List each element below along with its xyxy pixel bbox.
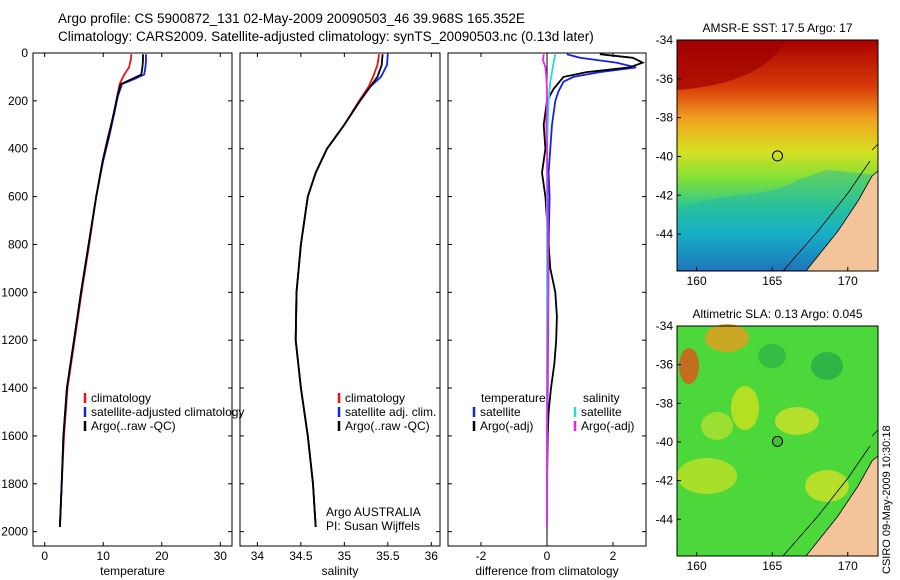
sla-anomaly-patch	[705, 324, 749, 352]
coastline	[871, 143, 879, 151]
legend-label: satellite	[480, 405, 521, 419]
y-tick-label: 1600	[1, 429, 28, 443]
sla-anomaly-patch	[731, 386, 759, 430]
legend-label: Argo(-adj)	[480, 419, 533, 433]
map-y-tick-label: -38	[656, 396, 674, 410]
y-tick-label: 1200	[1, 333, 28, 347]
annotation-text: Argo AUSTRALIA	[326, 505, 421, 519]
x-tick-label: 0	[544, 549, 551, 563]
sst_map-title: AMSR-E SST: 17.5 Argo: 17	[702, 21, 852, 35]
map-x-tick-label: 170	[838, 559, 858, 573]
legend-label: Argo(-adj)	[581, 419, 634, 433]
y-tick-label: 0	[21, 46, 28, 60]
sst_map-frame	[676, 39, 879, 272]
legend-header: salinity	[583, 391, 620, 405]
figure-title-line2: Climatology: CARS2009. Satellite-adjuste…	[58, 29, 594, 44]
map-x-tick-label: 165	[762, 559, 782, 573]
x-tick-label: 2	[610, 549, 617, 563]
x-tick-label: 10	[97, 549, 111, 563]
sla-anomaly-patch	[805, 470, 849, 502]
x-tick-label: 20	[155, 549, 169, 563]
x-tick-label: 35	[338, 549, 352, 563]
salinity-x-axis-label: salinity	[322, 564, 359, 578]
legend-label: climatology	[345, 391, 405, 405]
difference-x-axis-label: difference from climatology	[475, 564, 618, 578]
map-y-tick-label: -38	[656, 111, 674, 125]
x-tick-label: 30	[214, 549, 228, 563]
x-tick-label: -2	[476, 549, 487, 563]
legend-label: Argo(..raw -QC)	[345, 419, 430, 433]
argo-position-marker	[772, 435, 783, 447]
map-y-tick-label: -36	[656, 72, 674, 86]
map-x-tick-label: 165	[762, 274, 782, 288]
temperature-x-axis-label: temperature	[100, 564, 165, 578]
argo-position-marker	[772, 150, 783, 162]
map-x-tick-label: 170	[838, 274, 858, 288]
y-tick-label: 400	[8, 142, 28, 156]
sla_map-title: Altimetric SLA: 0.13 Argo: 0.045	[692, 307, 862, 321]
sla-anomaly-patch	[775, 407, 819, 435]
legend-label: Argo(..raw -QC)	[91, 419, 176, 433]
map-y-tick-label: -34	[656, 319, 674, 333]
map-y-tick-label: -40	[656, 435, 674, 449]
salinity-axes-frame	[239, 52, 441, 547]
y-tick-label: 200	[8, 94, 28, 108]
map-x-tick-label: 160	[687, 559, 707, 573]
y-tick-label: 1000	[1, 285, 28, 299]
sla-anomaly-patch	[811, 352, 843, 380]
coastline	[871, 429, 879, 437]
x-tick-label: 0	[41, 549, 48, 563]
isobath-line	[782, 445, 871, 557]
map-y-tick-label: -44	[656, 227, 674, 241]
map-y-tick-label: -40	[656, 149, 674, 163]
map-y-tick-label: -42	[656, 188, 674, 202]
sla-anomaly-patch	[758, 344, 786, 368]
sla-anomaly-patch	[677, 458, 737, 494]
map-y-tick-label: -36	[656, 358, 674, 372]
map-y-tick-label: -34	[656, 33, 674, 47]
map-y-tick-label: -42	[656, 474, 674, 488]
isobath-line	[782, 160, 871, 272]
map-y-tick-label: -44	[656, 512, 674, 526]
legend-label: satellite-adjusted climatology	[91, 405, 244, 419]
legend-label: climatology	[91, 391, 151, 405]
x-tick-label: 36	[425, 549, 439, 563]
y-tick-label: 1800	[1, 477, 28, 491]
y-tick-label: 600	[8, 190, 28, 204]
sst-warm-patch	[677, 40, 787, 90]
temperature-axes-frame	[32, 52, 233, 547]
series-line-salinity-argo-adj-	[542, 54, 550, 527]
y-tick-label: 1400	[1, 381, 28, 395]
x-tick-label: 34	[251, 549, 265, 563]
sla-anomaly-patch	[701, 412, 733, 440]
y-tick-label: 2000	[1, 525, 28, 539]
sla-anomaly-patch	[679, 348, 699, 384]
map-x-tick-label: 160	[687, 274, 707, 288]
x-tick-label: 35.5	[376, 549, 400, 563]
series-line-argo-raw-qc-	[294, 54, 384, 527]
sla_map-frame	[676, 325, 879, 557]
figure-title-line1: Argo profile: CS 5900872_131 02-May-2009…	[58, 11, 525, 26]
series-line-argo-raw-qc-	[59, 54, 144, 527]
legend-header: temperature	[481, 391, 546, 405]
legend-label: satellite adj. clim.	[345, 405, 436, 419]
y-tick-label: 800	[8, 237, 28, 251]
legend-label: satellite	[581, 405, 622, 419]
x-tick-label: 34.5	[289, 549, 313, 563]
annotation-text: PI: Susan Wijffels	[326, 519, 420, 533]
